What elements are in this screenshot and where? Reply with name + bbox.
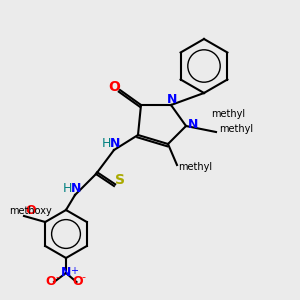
Text: +: + (70, 266, 79, 277)
Text: methyl: methyl (212, 109, 246, 119)
Text: methyl: methyl (219, 124, 253, 134)
Text: O: O (26, 205, 36, 218)
Text: H: H (63, 182, 72, 195)
Text: N: N (188, 118, 199, 131)
Text: N: N (61, 266, 71, 279)
Text: N: N (110, 137, 121, 150)
Text: methoxy: methoxy (9, 206, 52, 217)
Text: -: - (56, 272, 59, 283)
Text: O: O (73, 275, 83, 288)
Text: N: N (71, 182, 82, 195)
Text: -: - (81, 272, 85, 283)
Text: methyl: methyl (178, 161, 213, 172)
Text: O: O (108, 80, 120, 94)
Text: H: H (102, 137, 111, 150)
Text: S: S (115, 173, 125, 188)
Text: O: O (46, 275, 56, 288)
Text: N: N (167, 93, 178, 106)
